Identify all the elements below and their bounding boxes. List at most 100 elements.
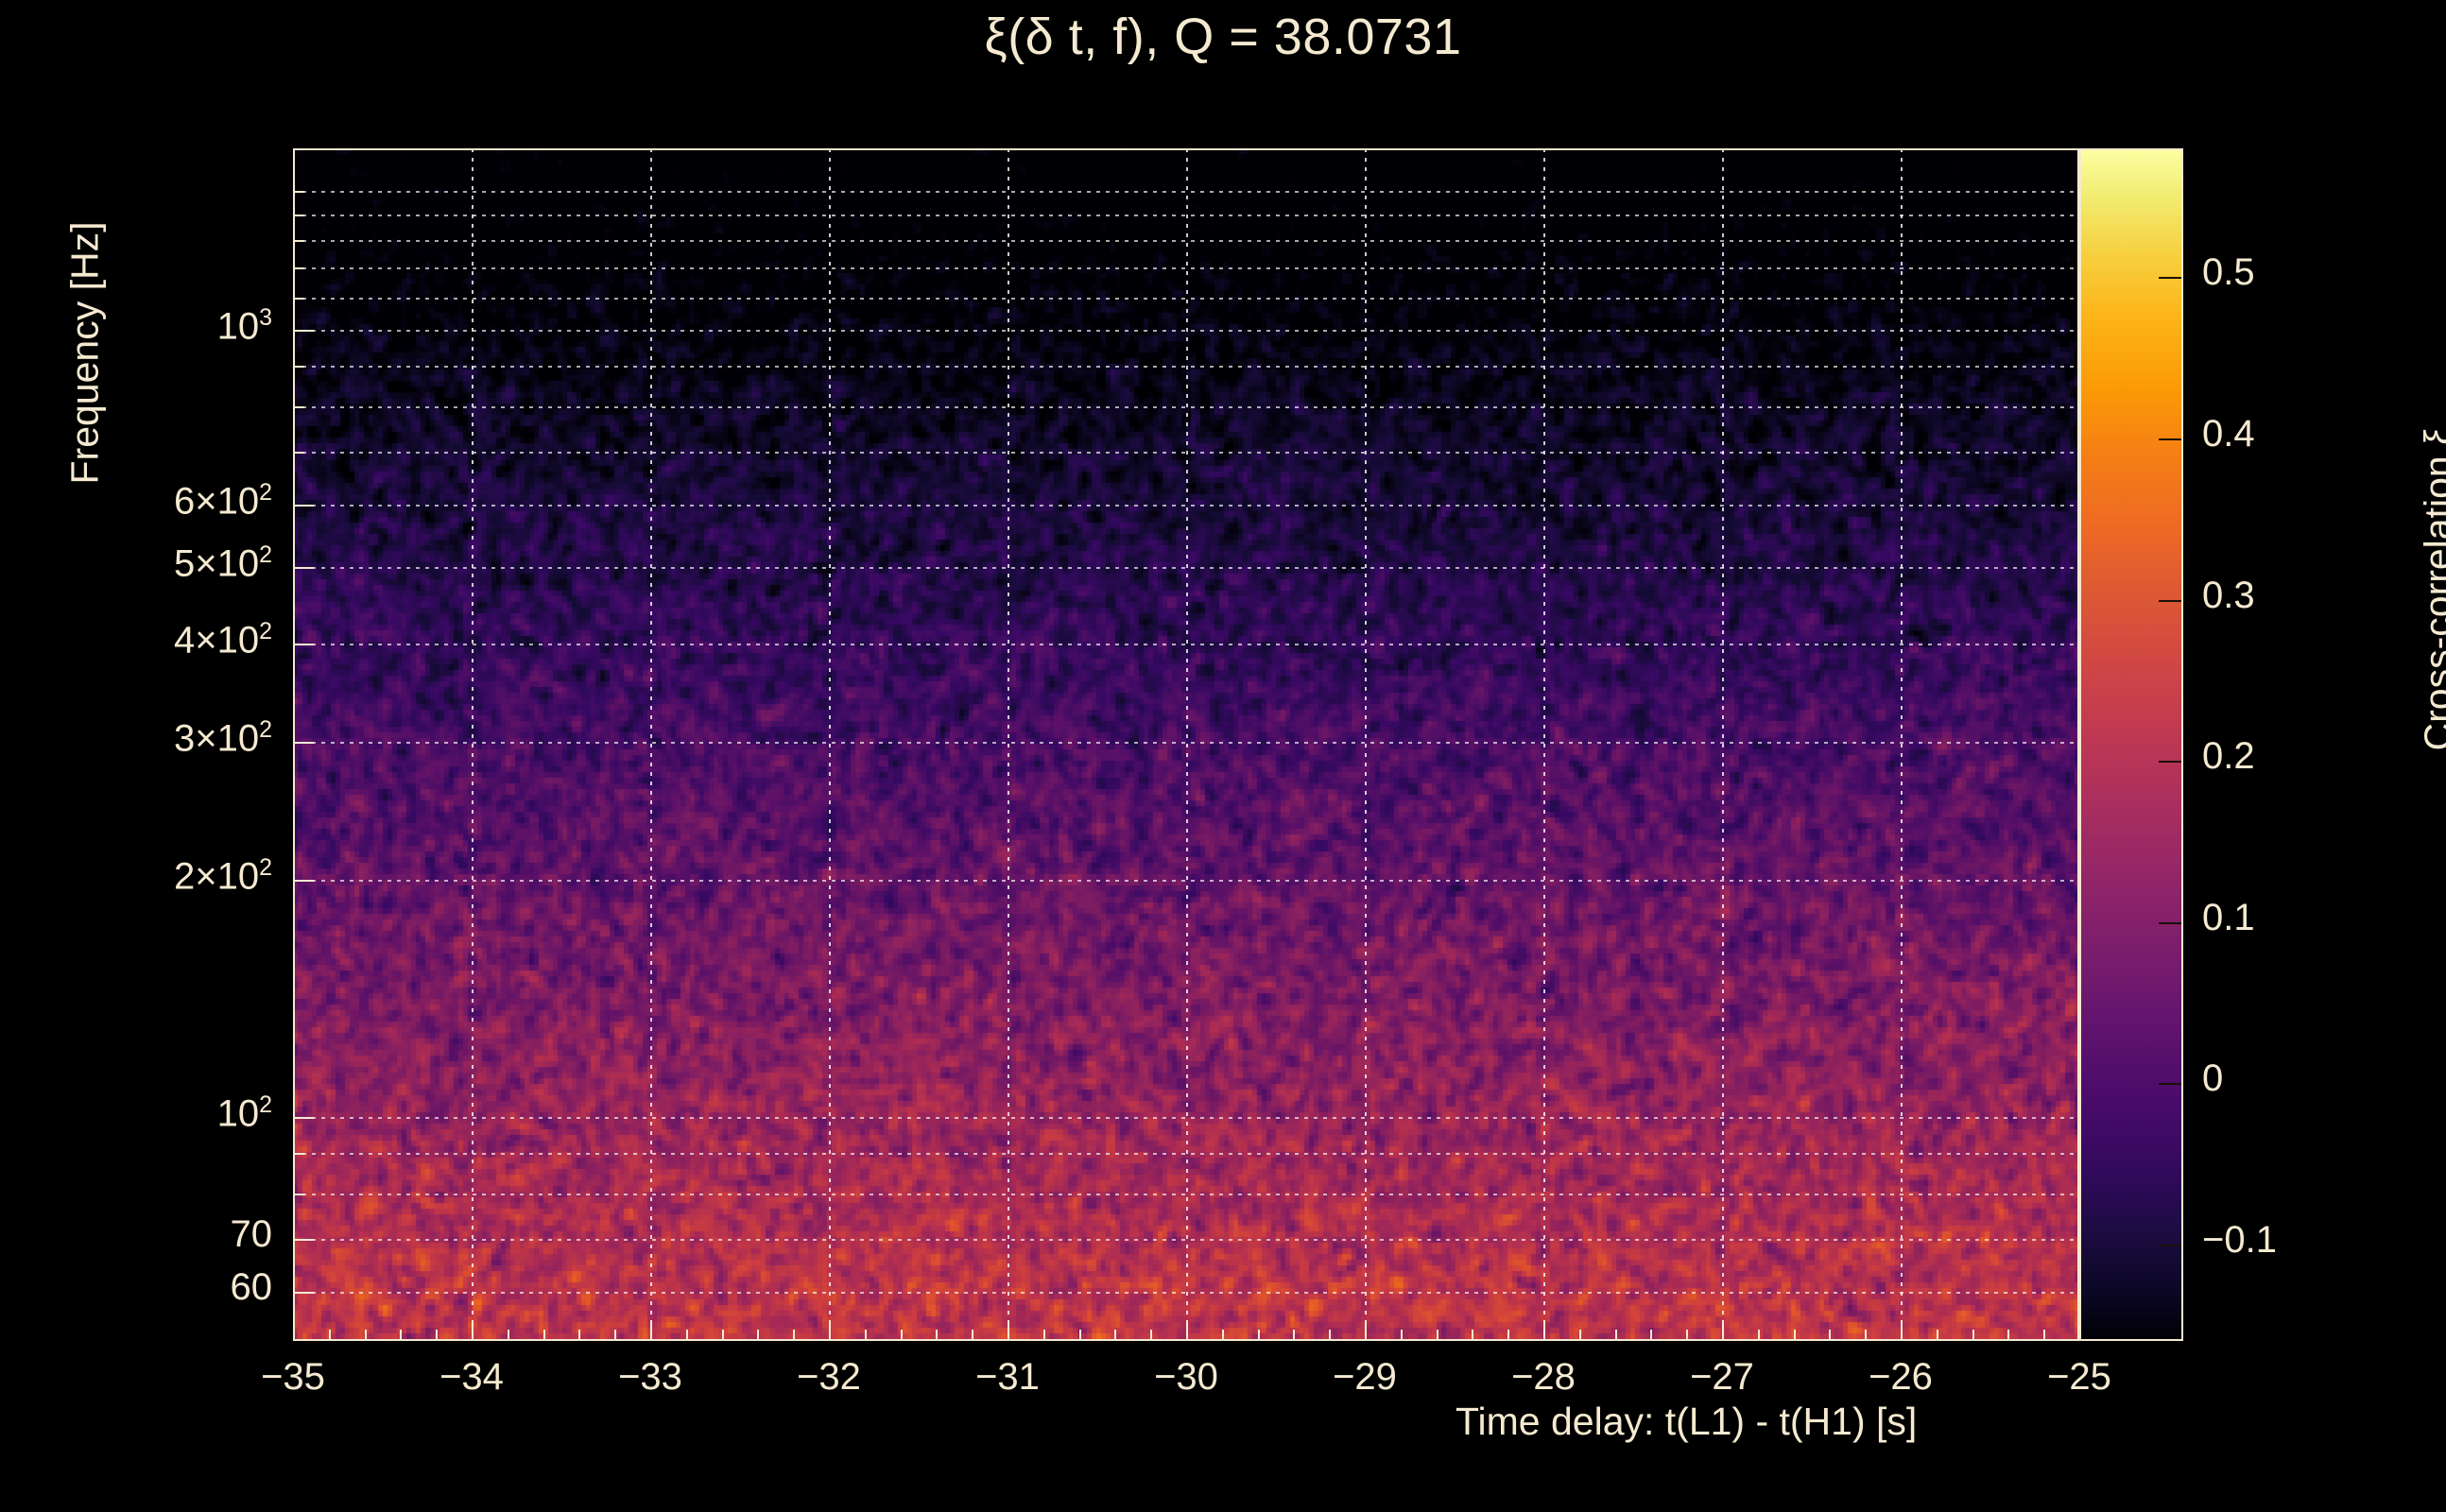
colorbar-tick-label: 0.4 (2202, 412, 2255, 455)
x-axis-minor-tick (578, 1330, 581, 1341)
v-grid-line (1186, 148, 1188, 1341)
y-axis-minor-tick (293, 1194, 304, 1196)
y-axis-tick (293, 1117, 314, 1120)
x-axis-minor-tick (2043, 1330, 2046, 1341)
h-grid-line (293, 504, 2079, 507)
y-axis-minor-tick (293, 405, 304, 408)
x-axis-tick (293, 1320, 295, 1341)
h-grid-line (293, 452, 2079, 455)
x-axis-tick-label: −27 (1690, 1356, 1754, 1398)
figure-title: ξ(δ t, f), Q = 38.0731 (984, 9, 1462, 65)
x-axis-minor-tick (614, 1330, 617, 1341)
colorbar-tick (2159, 1244, 2183, 1246)
v-grid-line (1901, 148, 1903, 1341)
x-axis-minor-tick (721, 1330, 724, 1341)
h-grid-line (293, 267, 2079, 270)
x-axis-minor-tick (328, 1330, 331, 1341)
colorbar-tick-label: 0.2 (2202, 735, 2255, 778)
x-axis-minor-tick (936, 1330, 939, 1341)
x-axis-minor-tick (1865, 1330, 1868, 1341)
x-axis-minor-tick (1936, 1330, 1938, 1341)
y-axis-minor-tick (293, 366, 304, 369)
h-grid-line (293, 741, 2079, 744)
colorbar-tick (2159, 1083, 2183, 1086)
x-axis-title: Time delay: t(L1) - t(H1) [s] (1456, 1400, 1918, 1443)
y-axis-title: Frequency [Hz] (62, 221, 107, 485)
colorbar-tick (2159, 921, 2183, 924)
x-axis-minor-tick (757, 1330, 760, 1341)
y-axis-tick-label: 5×102 (173, 541, 272, 585)
y-axis-tick-label: 2×102 (173, 854, 272, 898)
y-axis-tick (293, 880, 314, 883)
y-axis-tick (293, 741, 314, 744)
v-grid-line (1722, 148, 1724, 1341)
x-axis-minor-tick (400, 1330, 403, 1341)
y-axis-tick-label: 70 (230, 1213, 273, 1256)
x-axis-tick (1901, 1320, 1903, 1341)
h-grid-line (293, 366, 2079, 369)
colorbar-tick-label: 0.3 (2202, 574, 2255, 616)
x-axis-minor-tick (1972, 1330, 1974, 1341)
x-axis-minor-tick (793, 1330, 796, 1341)
x-axis-minor-tick (2007, 1330, 2010, 1341)
y-axis-minor-tick (293, 452, 304, 455)
v-grid-line (1365, 148, 1367, 1341)
x-axis-minor-tick (1400, 1330, 1403, 1341)
h-grid-line (293, 191, 2079, 194)
x-axis-minor-tick (900, 1330, 903, 1341)
x-axis-minor-tick (1614, 1330, 1617, 1341)
colorbar-tick (2159, 277, 2183, 280)
colorbar-tick-label: 0.1 (2202, 896, 2255, 938)
y-axis-tick-label: 6×102 (173, 478, 272, 523)
y-axis-tick-label: 102 (216, 1091, 272, 1135)
x-axis-tick-label: −34 (439, 1356, 504, 1398)
y-axis-tick (293, 566, 314, 569)
x-axis-minor-tick (364, 1330, 367, 1341)
colorbar-tick-label: 0 (2202, 1057, 2224, 1100)
x-axis-minor-tick (543, 1330, 545, 1341)
x-axis-tick-label: −32 (797, 1356, 861, 1398)
h-grid-line (293, 405, 2079, 408)
x-axis-tick-label: −31 (975, 1356, 1040, 1398)
y-axis-tick (293, 330, 314, 333)
v-grid-line (829, 148, 831, 1341)
x-axis-minor-tick (972, 1330, 974, 1341)
y-axis-minor-tick (293, 267, 304, 270)
x-axis-minor-tick (1757, 1330, 1760, 1341)
x-axis-minor-tick (1329, 1330, 1332, 1341)
x-axis-minor-tick (1078, 1330, 1081, 1341)
h-grid-line (293, 880, 2079, 883)
h-grid-line (293, 215, 2079, 217)
h-grid-line (293, 1194, 2079, 1196)
x-axis-tick-label: −30 (1154, 1356, 1218, 1398)
x-axis-tick (1186, 1320, 1188, 1341)
v-grid-line (650, 148, 652, 1341)
v-grid-line (472, 148, 474, 1341)
h-grid-line (293, 1153, 2079, 1156)
colorbar-tick-label: −0.1 (2202, 1218, 2277, 1261)
colorbar (2079, 148, 2183, 1341)
x-axis-minor-tick (685, 1330, 688, 1341)
x-axis-minor-tick (1578, 1330, 1581, 1341)
h-grid-line (293, 643, 2079, 645)
y-axis-minor-tick (293, 297, 304, 300)
colorbar-frame (2079, 148, 2183, 1341)
x-axis-tick (1543, 1320, 1545, 1341)
h-grid-line (293, 297, 2079, 300)
y-axis-tick-label: 3×102 (173, 715, 272, 760)
x-axis-minor-tick (507, 1330, 509, 1341)
y-axis-tick-label: 60 (230, 1266, 273, 1309)
colorbar-tick (2159, 599, 2183, 602)
x-axis-minor-tick (1507, 1330, 1510, 1341)
colorbar-gradient (2079, 148, 2183, 1341)
x-axis-minor-tick (864, 1330, 867, 1341)
h-grid-line (293, 1117, 2079, 1120)
v-grid-line (1543, 148, 1545, 1341)
y-axis-tick (293, 504, 314, 507)
x-axis-tick-label: −25 (2047, 1356, 2111, 1398)
x-axis-tick-label: −28 (1511, 1356, 1576, 1398)
x-axis-minor-tick (1150, 1330, 1153, 1341)
h-grid-line (293, 330, 2079, 333)
y-axis-tick-label: 103 (216, 304, 272, 348)
